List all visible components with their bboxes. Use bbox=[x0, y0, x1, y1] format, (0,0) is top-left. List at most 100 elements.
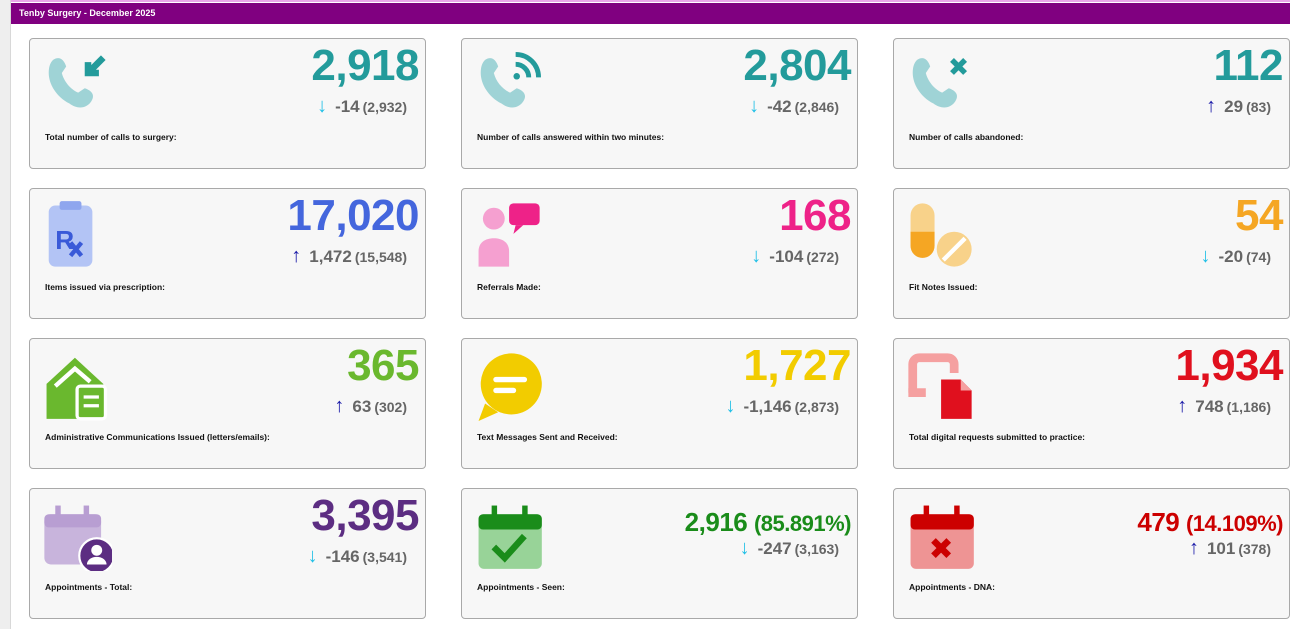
metric-label: Appointments - Seen: bbox=[477, 582, 565, 592]
previous-value: (3,163) bbox=[794, 541, 839, 557]
metric-card: 2,804 ↓ -42 (2,846) Number of calls answered… bbox=[461, 38, 858, 169]
metric-label: Total digital requests submitted to prac… bbox=[909, 432, 1086, 442]
phone-answered-icon bbox=[480, 52, 541, 108]
metric-value: 2,918 bbox=[311, 41, 419, 90]
top-accent-line bbox=[11, 0, 1290, 2]
arrow-down-icon: ↓ bbox=[739, 537, 750, 559]
metric-change: ↓ -104 (272) bbox=[751, 245, 839, 268]
arrow-up-icon: ↑ bbox=[334, 395, 345, 417]
calendar-user-icon bbox=[44, 505, 112, 571]
arrow-down-icon: ↓ bbox=[307, 545, 318, 567]
change-value: -1,146 bbox=[743, 397, 792, 416]
previous-value: (3,541) bbox=[362, 549, 407, 565]
change-value: -42 bbox=[767, 97, 792, 116]
metric-card: 2,918 ↓ -14 (2,932) Total number of calls to… bbox=[29, 38, 426, 169]
metric-label: Referrals Made: bbox=[477, 282, 541, 292]
metric-label: Administrative Communications Issued (le… bbox=[45, 432, 270, 442]
previous-value: (15,548) bbox=[354, 249, 407, 265]
arrow-down-icon: ↓ bbox=[725, 395, 736, 417]
previous-value: (74) bbox=[1246, 249, 1271, 265]
metric-label: Fit Notes Issued: bbox=[909, 282, 978, 292]
arrow-up-icon: ↑ bbox=[1206, 95, 1217, 117]
metric-value: 17,020 bbox=[287, 191, 419, 240]
metric-change: ↓ -1,146 (2,873) bbox=[725, 395, 839, 418]
metric-value: 168 bbox=[779, 191, 851, 240]
referral-icon bbox=[478, 203, 540, 267]
change-value: -247 bbox=[757, 539, 792, 558]
change-value: 101 bbox=[1206, 539, 1236, 558]
page-header: Tenby Surgery - December 2025 bbox=[11, 3, 1290, 24]
change-value: 748 bbox=[1195, 397, 1224, 416]
previous-value: (2,846) bbox=[794, 99, 839, 115]
change-value: -14 bbox=[335, 97, 360, 116]
metric-change: ↑ 63 (302) bbox=[334, 395, 407, 418]
metric-value: 112 bbox=[1213, 41, 1284, 90]
metric-value: 2,804 bbox=[743, 41, 851, 90]
metric-change: ↓ -42 (2,846) bbox=[749, 95, 839, 118]
metric-value: 479 (14.109%) bbox=[1137, 507, 1284, 537]
metric-label: Text Messages Sent and Received: bbox=[477, 432, 618, 442]
metric-label: Total number of calls to surgery: bbox=[45, 132, 177, 142]
phone-incoming-icon bbox=[48, 55, 106, 108]
arrow-down-icon: ↓ bbox=[1200, 245, 1211, 267]
metric-change: ↑ 748 (1,186) bbox=[1177, 395, 1271, 418]
metric-card: 112 ↑ 29 (83) Number of calls abandoned: bbox=[893, 38, 1290, 169]
metric-card: 1,727 ↓ -1,146 (2,873) Text Messages Sent an… bbox=[461, 338, 858, 469]
metric-card: 3,395 ↓ -146 (3,541) Appointments - Total: bbox=[29, 488, 426, 619]
metric-percent: (14.109%) bbox=[1185, 511, 1284, 536]
chat-bubble-icon bbox=[478, 353, 542, 421]
arrow-up-icon: ↑ bbox=[1177, 395, 1188, 417]
metric-value: 1,934 bbox=[1175, 341, 1283, 390]
metric-card: 168 ↓ -104 (272) Referrals Made: bbox=[461, 188, 858, 319]
arrow-down-icon: ↓ bbox=[751, 245, 762, 267]
change-value: 63 bbox=[352, 397, 372, 416]
arrow-down-icon: ↓ bbox=[749, 95, 760, 117]
arrow-up-icon: ↑ bbox=[291, 245, 302, 267]
page-gutter bbox=[0, 0, 11, 629]
previous-value: (1,186) bbox=[1226, 399, 1271, 415]
previous-value: (378) bbox=[1238, 541, 1271, 557]
change-value: 1,472 bbox=[309, 247, 352, 266]
metric-card: 479 (14.109%) ↑ 101 (378) Appointments - DNA… bbox=[893, 488, 1290, 619]
metric-change: ↑ 1,472 (15,548) bbox=[291, 245, 407, 268]
svg-text:R: R bbox=[55, 225, 74, 255]
metric-card: R 17,020 ↑ 1,472 (15,548) Items issued via pr… bbox=[29, 188, 426, 319]
metric-value: 2,916 (85.891%) bbox=[684, 507, 852, 537]
metric-label: Appointments - DNA: bbox=[909, 582, 995, 592]
metric-card: 54 ↓ -20 (74) Fit Notes Issued: bbox=[893, 188, 1290, 319]
change-value: 29 bbox=[1224, 97, 1244, 116]
metric-percent: (85.891%) bbox=[753, 511, 852, 536]
metric-value: 1,727 bbox=[743, 341, 851, 390]
phone-abandoned-icon bbox=[912, 57, 968, 108]
digital-request-icon bbox=[908, 353, 972, 419]
metric-value: 365 bbox=[347, 341, 419, 390]
metric-change: ↑ 101 (378) bbox=[1189, 537, 1271, 560]
previous-value: (302) bbox=[374, 399, 407, 415]
prescription-icon: R bbox=[48, 201, 93, 267]
metric-label: Appointments - Total: bbox=[45, 582, 133, 592]
previous-value: (83) bbox=[1246, 99, 1271, 115]
mail-house-icon bbox=[46, 357, 108, 421]
change-value: -146 bbox=[325, 547, 360, 566]
metric-change: ↑ 29 (83) bbox=[1206, 95, 1271, 118]
metric-label: Number of calls answered within two minu… bbox=[477, 132, 665, 142]
pills-icon bbox=[910, 203, 972, 267]
change-value: -20 bbox=[1218, 247, 1244, 266]
metric-change: ↓ -20 (74) bbox=[1201, 245, 1271, 268]
calendar-check-icon bbox=[478, 505, 542, 569]
calendar-x-icon bbox=[910, 505, 974, 569]
metric-card: 1,934 ↑ 748 (1,186) Total digital requests s… bbox=[893, 338, 1290, 469]
metric-value: 3,395 bbox=[311, 491, 419, 540]
metric-label: Items issued via prescription: bbox=[45, 282, 165, 292]
metric-value: 54 bbox=[1235, 191, 1283, 240]
arrow-down-icon: ↓ bbox=[317, 95, 328, 117]
metric-card: 2,916 (85.891%) ↓ -247 (3,163) Appointments … bbox=[461, 488, 858, 619]
arrow-up-icon: ↑ bbox=[1188, 537, 1199, 559]
previous-value: (272) bbox=[806, 249, 839, 265]
metric-change: ↓ -14 (2,932) bbox=[317, 95, 407, 118]
change-value: -104 bbox=[769, 247, 804, 266]
previous-value: (2,932) bbox=[362, 99, 407, 115]
metric-change: ↓ -247 (3,163) bbox=[740, 537, 839, 560]
previous-value: (2,873) bbox=[794, 399, 839, 415]
metric-card: 365 ↑ 63 (302) Administrative Communications… bbox=[29, 338, 426, 469]
